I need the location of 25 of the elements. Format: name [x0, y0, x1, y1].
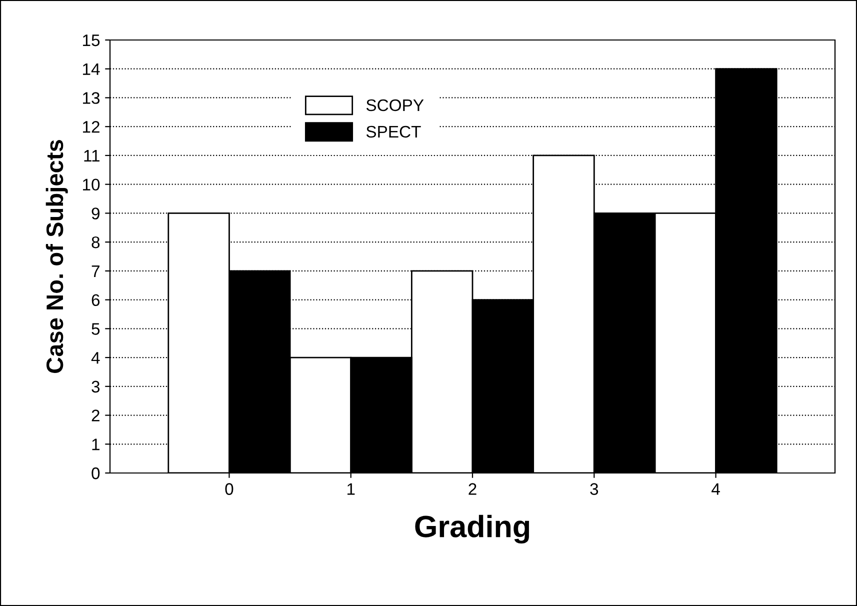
- legend-label: SCOPY: [366, 99, 424, 112]
- x-tick-label: 1: [347, 483, 355, 495]
- legend-label: SPECT: [366, 126, 421, 138]
- x-tick-label: 3: [590, 483, 598, 495]
- y-tick-label: 10: [83, 178, 100, 191]
- y-tick-label: 3: [92, 380, 100, 393]
- x-tick-label: 0: [225, 483, 234, 495]
- y-tick-label: 11: [84, 150, 100, 162]
- y-tick-label: 12: [83, 121, 100, 133]
- y-tick-label: 8: [92, 236, 100, 248]
- y-tick-label: 0: [92, 467, 100, 480]
- y-tick-label: 15: [83, 34, 100, 46]
- y-tick-label: 5: [92, 323, 100, 335]
- y-tick-label: 7: [92, 266, 100, 277]
- y-tick-label: 2: [92, 410, 100, 422]
- x-tick-label: 4: [712, 483, 720, 495]
- x-tick-label: 2: [468, 483, 476, 495]
- y-tick-label: 9: [92, 208, 100, 220]
- y-tick-label: 6: [92, 294, 100, 306]
- x-axis-title: Grading: [415, 514, 530, 544]
- y-tick-label: 14: [83, 63, 100, 75]
- y-tick-label: 13: [83, 92, 100, 104]
- y-tick-label: 4: [91, 352, 100, 364]
- y-axis-title: Case No. of Subjects: [46, 140, 68, 373]
- y-tick-label: 1: [92, 438, 100, 450]
